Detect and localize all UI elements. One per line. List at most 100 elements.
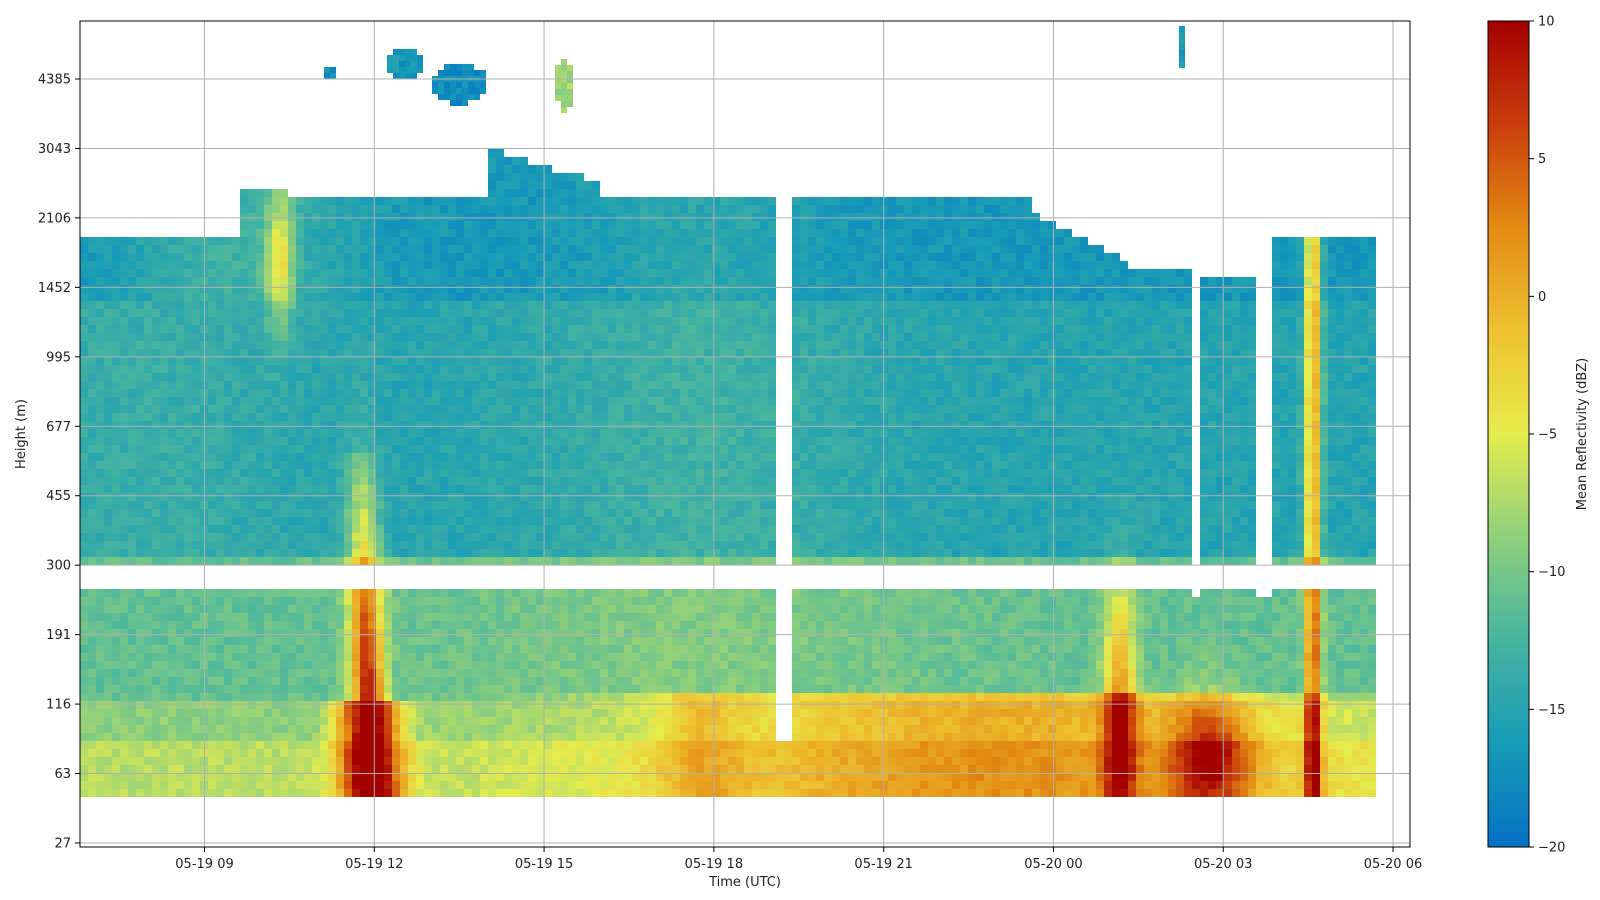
heatmap-cell	[184, 717, 192, 725]
heatmap-cell	[528, 285, 536, 293]
heatmap-cell	[344, 245, 352, 253]
heatmap-cell	[248, 597, 256, 605]
heatmap-cell	[352, 469, 360, 477]
heatmap-cell	[168, 685, 176, 693]
heatmap-cell	[112, 357, 120, 365]
heatmap-cell	[560, 261, 568, 269]
heatmap-cell	[232, 357, 240, 365]
heatmap-cell	[608, 677, 616, 685]
heatmap-cell	[552, 765, 560, 773]
heatmap-cell	[480, 309, 488, 317]
heatmap-cell	[424, 461, 432, 469]
heatmap-cell	[416, 589, 424, 597]
heatmap-cell	[416, 317, 424, 325]
heatmap-cell	[600, 685, 608, 693]
heatmap-cell	[480, 597, 488, 605]
heatmap-cell	[552, 629, 560, 637]
heatmap-cell	[248, 685, 256, 693]
heatmap-cell	[632, 493, 640, 501]
heatmap-cell	[264, 773, 272, 781]
heatmap-cell	[304, 757, 312, 765]
heatmap-cell	[352, 621, 360, 629]
heatmap-cell	[552, 533, 560, 541]
heatmap-cell	[328, 437, 336, 445]
heatmap-cell	[432, 629, 440, 637]
heatmap-cell	[312, 613, 320, 621]
heatmap-cell	[632, 629, 640, 637]
heatmap-cell	[272, 701, 280, 709]
heatmap-cell	[328, 645, 336, 653]
heatmap-cell	[488, 269, 496, 277]
heatmap-cell	[232, 389, 240, 397]
heatmap-cell	[416, 453, 424, 461]
heatmap-cell	[520, 541, 528, 549]
heatmap-cell	[504, 749, 512, 757]
heatmap-cell	[128, 621, 136, 629]
heatmap-cell	[144, 621, 152, 629]
heatmap-cell	[536, 173, 544, 181]
heatmap-cell	[184, 589, 192, 597]
heatmap-cell	[200, 309, 208, 317]
heatmap-cell	[392, 229, 400, 237]
heatmap-cell	[584, 789, 592, 797]
heatmap-cell	[528, 461, 536, 469]
heatmap-cell	[280, 629, 288, 637]
heatmap-cell	[408, 525, 416, 533]
heatmap-cell	[384, 485, 392, 493]
heatmap-cell	[424, 205, 432, 213]
heatmap-cell	[408, 717, 416, 725]
heatmap-cell	[360, 509, 368, 517]
heatmap-cell	[480, 525, 488, 533]
heatmap-cell	[480, 261, 488, 269]
heatmap-cell	[416, 717, 424, 725]
heatmap-cell	[456, 781, 464, 789]
heatmap-cell	[608, 733, 616, 741]
heatmap-cell	[448, 365, 456, 373]
heatmap-cell	[376, 541, 384, 549]
heatmap-cell	[384, 229, 392, 237]
heatmap-cell	[336, 413, 344, 421]
heatmap-cell	[544, 413, 552, 421]
heatmap-cell	[136, 405, 144, 413]
heatmap-cell	[128, 677, 136, 685]
heatmap-cell	[432, 693, 440, 701]
heatmap-cell	[184, 373, 192, 381]
heatmap-cell	[88, 349, 96, 357]
heatmap-cell	[568, 765, 576, 773]
heatmap-cell	[368, 549, 376, 557]
heatmap-cell	[256, 389, 264, 397]
heatmap-cell	[360, 725, 368, 733]
heatmap-cell	[616, 717, 624, 725]
heatmap-cell	[104, 325, 112, 333]
heatmap-cell	[320, 757, 328, 765]
heatmap-cell	[576, 173, 584, 181]
heatmap-cell	[536, 493, 544, 501]
heatmap-cell	[216, 693, 224, 701]
heatmap-cell	[128, 725, 136, 733]
heatmap-cell	[488, 669, 496, 677]
heatmap-cell	[336, 493, 344, 501]
heatmap-cell	[160, 373, 168, 381]
heatmap-cell	[264, 253, 272, 261]
heatmap-cell	[272, 653, 280, 661]
heatmap-cell	[264, 629, 272, 637]
heatmap-cell	[472, 309, 480, 317]
heatmap-cell	[240, 669, 248, 677]
heatmap-cell	[608, 613, 616, 621]
heatmap-cell	[624, 749, 632, 757]
heatmap-cell	[168, 365, 176, 373]
heatmap-cell	[552, 781, 560, 789]
heatmap-cell	[336, 781, 344, 789]
heatmap-cell	[616, 525, 624, 533]
heatmap-cell	[528, 197, 536, 205]
heatmap-cell	[608, 405, 616, 413]
heatmap-cell	[264, 229, 272, 237]
heatmap-cell	[456, 757, 464, 765]
heatmap-cell	[496, 701, 504, 709]
heatmap-cell	[272, 493, 280, 501]
heatmap-cell	[472, 421, 480, 429]
heatmap-cell	[424, 709, 432, 717]
heatmap-cell	[464, 469, 472, 477]
heatmap-cell	[240, 485, 248, 493]
heatmap-cell	[256, 245, 264, 253]
